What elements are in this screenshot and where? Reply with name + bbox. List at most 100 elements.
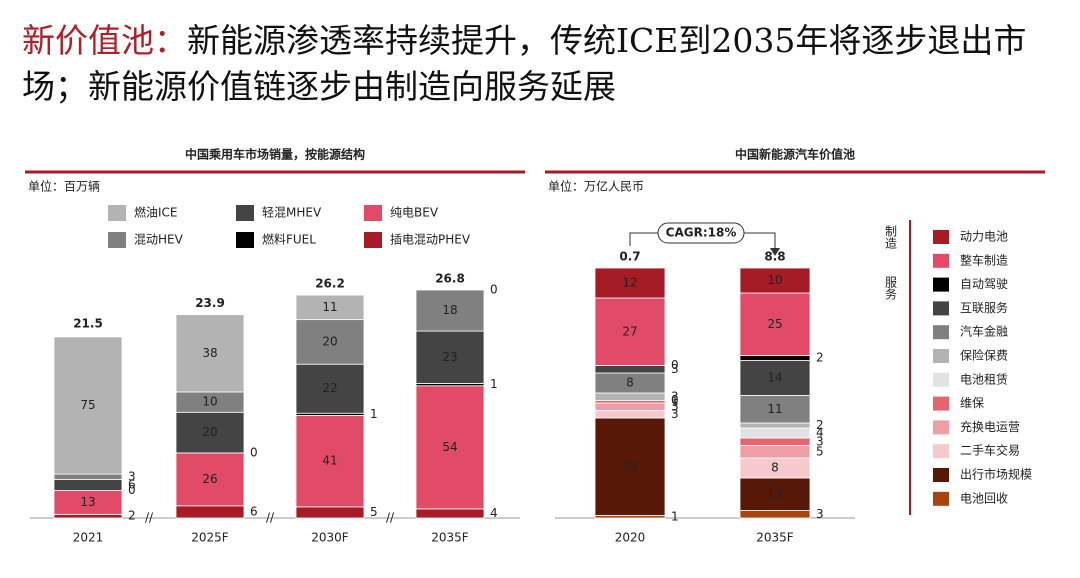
bar-segment [739, 360, 811, 396]
legend-label: 维保 [960, 396, 984, 410]
legend-swatch [933, 253, 949, 268]
legend-swatch [933, 372, 949, 387]
legend-label: 电池租赁 [960, 372, 1008, 386]
legend-swatch [364, 232, 382, 248]
legend-label: 动力电池 [960, 230, 1008, 244]
annotation: CAGR:18% [666, 226, 737, 240]
legend-swatch [933, 301, 949, 316]
bar-segment [594, 392, 666, 401]
legend-swatch [933, 491, 949, 506]
chart-title: 中国新能源汽车价值池 [735, 147, 855, 162]
bar-total: 0.7 [619, 250, 640, 264]
legend-label: 插电混动PHEV [390, 233, 471, 247]
value-label: 2 [816, 418, 824, 432]
value-label: 0 [671, 358, 679, 372]
legend-label: 整车制造 [960, 252, 1008, 267]
value-label: 26 [202, 472, 217, 486]
value-label: 1 [671, 394, 679, 408]
bar-total: 8.8 [764, 250, 785, 264]
legend-label: 混动HEV [134, 233, 184, 247]
value-label: 18 [442, 303, 457, 317]
x-tick-label: 2035F [756, 531, 794, 545]
value-label: 4 [816, 426, 824, 440]
value-label: 75 [80, 398, 95, 412]
axis-break: // [145, 511, 154, 525]
value-label: 10 [202, 395, 217, 409]
bar-segment [53, 473, 123, 480]
bar-segment [594, 417, 666, 516]
legend-swatch [933, 420, 949, 435]
legend-label: 燃油ICE [134, 205, 178, 220]
legend-label: 保险保费 [960, 348, 1008, 363]
legend-label: 纯电BEV [390, 206, 439, 220]
bar-segment [415, 330, 485, 384]
value-label: 3 [816, 434, 824, 448]
value-label: 3 [671, 399, 679, 413]
value-label: 3 [671, 389, 679, 403]
bar-total: 23.9 [195, 296, 225, 310]
bar-segment [594, 410, 666, 419]
legend-swatch [933, 325, 949, 340]
value-label: 2 [128, 509, 136, 523]
value-label: 12 [622, 276, 637, 290]
value-label: 10 [767, 273, 782, 287]
x-tick-label: 2025F [191, 531, 229, 545]
legend-label: 二手车交易 [960, 443, 1020, 458]
value-label: 1 [370, 407, 378, 421]
bar-segment [739, 445, 811, 459]
bar-segment [53, 479, 123, 491]
bar-segment [739, 427, 811, 439]
bar-segment [594, 297, 666, 366]
value-label: 11 [322, 300, 337, 314]
bar-segment [415, 508, 485, 519]
bar-segment [739, 267, 811, 294]
legend-swatch [236, 205, 254, 221]
bar-segment [594, 365, 666, 374]
bar-segment [53, 513, 123, 519]
group-label: 制造 [884, 225, 898, 249]
value-label: 25 [767, 317, 782, 331]
group-label: 服务 [884, 276, 898, 300]
legend-swatch [933, 444, 949, 459]
value-label: 8 [626, 376, 634, 390]
bar-segment [175, 505, 245, 519]
x-tick-label: 2035F [431, 531, 469, 545]
axis-break: // [386, 511, 395, 525]
bar-total: 21.5 [73, 317, 103, 331]
value-label: 41 [322, 454, 337, 468]
chart-title: 中国乘用车市场销量，按能源结构 [185, 147, 365, 162]
value-label: 2 [816, 351, 824, 365]
value-label: 13 [80, 495, 95, 509]
unit-label: 单位：百万辆 [28, 179, 100, 194]
value-label: 27 [622, 324, 637, 338]
legend-label: 自动驾驶 [960, 276, 1008, 291]
bar-segment [594, 402, 666, 411]
legend-label: 轻混MHEV [262, 206, 322, 220]
bar-segment [295, 319, 365, 365]
value-label: 39 [622, 459, 637, 473]
bar-segment [415, 385, 485, 510]
bar-segment [739, 422, 811, 429]
bar-total: 26.2 [315, 277, 345, 291]
value-label: 6 [250, 504, 258, 518]
bar-segment [739, 355, 811, 361]
bar-segment [739, 292, 811, 356]
value-label: 13 [767, 487, 782, 501]
title-text: 新能源渗透率持续提升，传统ICE到2035年将逐步退出市场；新能源价值链逐步由制… [22, 21, 1027, 106]
axis-break: // [266, 511, 275, 525]
legend-swatch [364, 205, 382, 221]
bar-segment [739, 395, 811, 424]
legend-swatch [108, 232, 126, 248]
legend-swatch [933, 349, 949, 363]
bar-total: 26.8 [435, 272, 465, 286]
legend-swatch [236, 232, 254, 248]
legend-label: 电池回收 [960, 491, 1008, 505]
bar-segment [53, 336, 123, 475]
bar-segment [415, 289, 485, 332]
legend-label: 燃料FUEL [262, 232, 316, 247]
bar-segment [175, 314, 245, 393]
x-tick-label: 2020 [615, 531, 646, 545]
value-label: 6 [128, 478, 136, 492]
legend-label: 汽车金融 [960, 324, 1008, 339]
